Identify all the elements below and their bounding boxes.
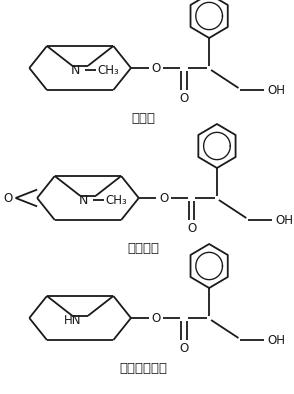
Text: O: O — [179, 91, 188, 104]
Text: 去甲基莎莰焰: 去甲基莎莰焰 — [120, 362, 168, 375]
Text: CH₃: CH₃ — [98, 63, 119, 76]
Text: OH: OH — [275, 214, 293, 227]
Text: O: O — [152, 312, 161, 325]
Text: 莎莰焰: 莎莰焰 — [132, 112, 156, 125]
Text: O: O — [187, 221, 196, 234]
Text: OH: OH — [268, 84, 285, 97]
Text: N: N — [71, 63, 80, 76]
Text: O: O — [3, 191, 12, 204]
Text: O: O — [160, 191, 169, 204]
Text: OH: OH — [268, 333, 285, 346]
Text: O: O — [152, 61, 161, 74]
Text: HN: HN — [64, 314, 81, 327]
Text: CH₃: CH₃ — [106, 193, 127, 206]
Text: O: O — [179, 342, 188, 355]
Text: 东莎莰焰: 东莎莰焰 — [128, 242, 160, 255]
Text: N: N — [78, 193, 88, 206]
